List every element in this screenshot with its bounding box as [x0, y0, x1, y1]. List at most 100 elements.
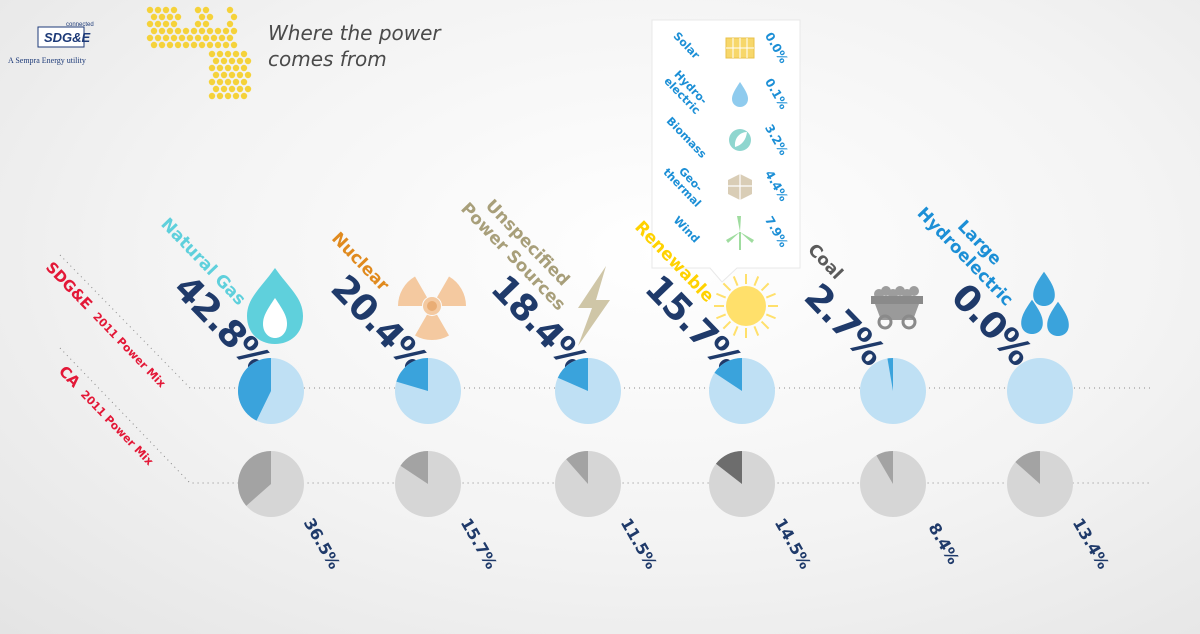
rock-layers-icon	[728, 174, 752, 200]
plug-dot	[154, 20, 162, 28]
ca-pie-slice	[715, 451, 742, 484]
plug-dot	[146, 6, 154, 14]
page-title-line2: comes from	[268, 47, 387, 71]
flame-icon	[247, 268, 303, 344]
sdge-pie-slice	[887, 358, 893, 391]
plug-dot	[208, 50, 216, 58]
plug-dot	[240, 92, 248, 100]
plug-dot	[236, 57, 244, 65]
plug-dot	[216, 50, 224, 58]
plug-dot	[222, 41, 230, 49]
sdge-guide-line	[59, 254, 1150, 389]
mine-cart-icon	[871, 286, 923, 330]
plug-dot	[146, 20, 154, 28]
plug-dot	[240, 78, 248, 86]
plug-dot	[226, 20, 234, 28]
plug-dot	[194, 20, 202, 28]
ca-pie-slice	[566, 451, 588, 484]
plug-dot	[230, 27, 238, 35]
ca-row-label-sub: 2011 Power Mix	[78, 388, 156, 468]
ca-value-label: 14.5%	[771, 515, 815, 573]
solar-panel-icon	[725, 37, 755, 59]
plug-dot	[170, 6, 178, 14]
ca-value-label: 36.5%	[300, 515, 344, 573]
plug-dot	[202, 6, 210, 14]
plug-dot	[206, 41, 214, 49]
ca-row-label-main: CA	[55, 362, 84, 391]
plug-dot	[202, 20, 210, 28]
wind-turbine-icon	[726, 216, 754, 250]
ca-pie-slice	[238, 451, 271, 506]
plug-dot	[190, 41, 198, 49]
svg-text:CA 2011 Power Mix: CA 2011 Power Mix	[55, 362, 159, 468]
plug-dot	[212, 71, 220, 79]
plug-dot	[244, 57, 252, 65]
plug-dot	[206, 27, 214, 35]
plug-dot	[220, 57, 228, 65]
guide-lines	[59, 254, 1150, 484]
plug-dot	[208, 64, 216, 72]
sdge-logo: SDG&E connected A Sempra Energy utility	[8, 22, 94, 65]
plug-dot	[236, 71, 244, 79]
plug-dot	[232, 78, 240, 86]
sdge-pie-slice	[714, 358, 742, 391]
plug-dot	[208, 78, 216, 86]
plug-dot	[214, 41, 222, 49]
leaf-icon	[729, 129, 751, 151]
plug-dot	[166, 41, 174, 49]
plug-dot	[170, 34, 178, 42]
plug-dot	[230, 13, 238, 21]
plug-dot	[178, 34, 186, 42]
plug-dot	[154, 34, 162, 42]
logo-subtitle: A Sempra Energy utility	[8, 56, 86, 65]
sun-icon	[714, 274, 778, 338]
plug-dot	[224, 64, 232, 72]
lightning-icon	[578, 266, 610, 346]
plug-dot	[198, 41, 206, 49]
plug-dot	[232, 64, 240, 72]
plug-dot	[224, 78, 232, 86]
ca-value-label: 11.5%	[617, 515, 661, 573]
ca-value-label: 13.4%	[1069, 515, 1113, 573]
plug-dot	[170, 20, 178, 28]
water-drop-icon	[732, 82, 748, 107]
plug-dot	[240, 50, 248, 58]
plug-dot	[162, 6, 170, 14]
plug-dot	[226, 6, 234, 14]
plug-dot	[174, 13, 182, 21]
sdge-pie-slice	[396, 358, 428, 391]
plug-dot	[228, 85, 236, 93]
plug-dot	[162, 34, 170, 42]
plug-dot	[216, 92, 224, 100]
plug-dot	[226, 34, 234, 42]
sdge-row-label-sub: 2011 Power Mix	[90, 310, 168, 390]
radiation-icon	[398, 276, 466, 340]
plug-dot	[208, 92, 216, 100]
plug-dot	[224, 92, 232, 100]
plug-dot	[198, 13, 206, 21]
plug-dot	[202, 34, 210, 42]
plug-dot	[240, 64, 248, 72]
plug-dot	[146, 34, 154, 42]
ca-pie-slice	[876, 451, 893, 484]
plug-dot	[244, 71, 252, 79]
plug-dot	[194, 6, 202, 14]
plug-dot	[232, 92, 240, 100]
plug-dot	[166, 13, 174, 21]
plug-dot	[158, 41, 166, 49]
plug-dot	[232, 50, 240, 58]
plug-dot	[228, 57, 236, 65]
plug-dot	[236, 85, 244, 93]
plug-dot	[158, 13, 166, 21]
plug-dot	[224, 50, 232, 58]
plug-dot	[166, 27, 174, 35]
sdge-pie-background	[1007, 358, 1073, 424]
logo-tag: connected	[66, 22, 94, 28]
plug-dot	[150, 27, 158, 35]
logo-box	[37, 26, 85, 48]
page-title-line1: Where the power	[268, 21, 442, 45]
plug-dot	[150, 41, 158, 49]
